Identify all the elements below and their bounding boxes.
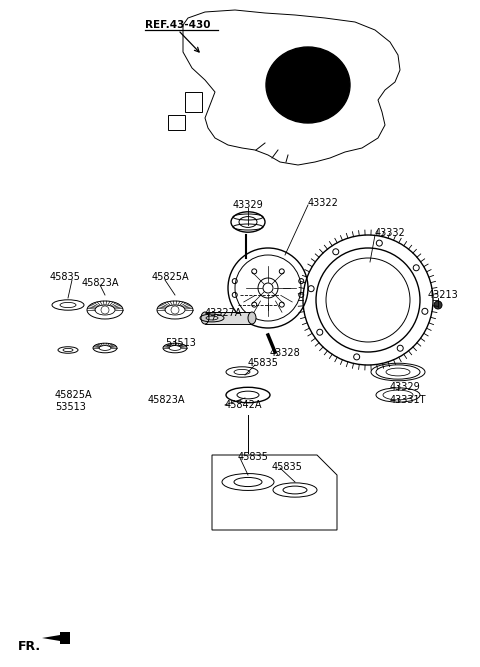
- Text: 43322: 43322: [308, 198, 339, 208]
- Ellipse shape: [248, 312, 256, 324]
- Polygon shape: [42, 632, 70, 644]
- Text: 43327A: 43327A: [205, 308, 242, 318]
- Text: 45835: 45835: [50, 272, 81, 282]
- Text: 43213: 43213: [428, 290, 459, 300]
- Text: 53513: 53513: [55, 402, 86, 412]
- Text: 43329: 43329: [233, 200, 264, 210]
- Text: 45823A: 45823A: [82, 278, 120, 288]
- Text: 45835: 45835: [238, 452, 269, 462]
- Polygon shape: [205, 312, 252, 324]
- Text: 45823A: 45823A: [148, 395, 185, 405]
- Text: 45842A: 45842A: [225, 400, 263, 410]
- Ellipse shape: [201, 312, 209, 324]
- Text: 45835: 45835: [272, 462, 303, 472]
- Text: FR.: FR.: [18, 640, 41, 653]
- Ellipse shape: [266, 47, 350, 123]
- Text: 53513: 53513: [165, 338, 196, 348]
- Ellipse shape: [309, 66, 331, 84]
- Text: REF.43-430: REF.43-430: [145, 20, 211, 30]
- Text: 45825A: 45825A: [55, 390, 93, 400]
- Text: 45825A: 45825A: [152, 272, 190, 282]
- Text: 45835: 45835: [248, 358, 279, 368]
- Text: 43332: 43332: [375, 228, 406, 238]
- Ellipse shape: [278, 61, 308, 85]
- Circle shape: [434, 301, 442, 309]
- Text: 43328: 43328: [270, 348, 301, 358]
- Text: 43331T: 43331T: [390, 395, 427, 405]
- Text: 43329: 43329: [390, 382, 421, 392]
